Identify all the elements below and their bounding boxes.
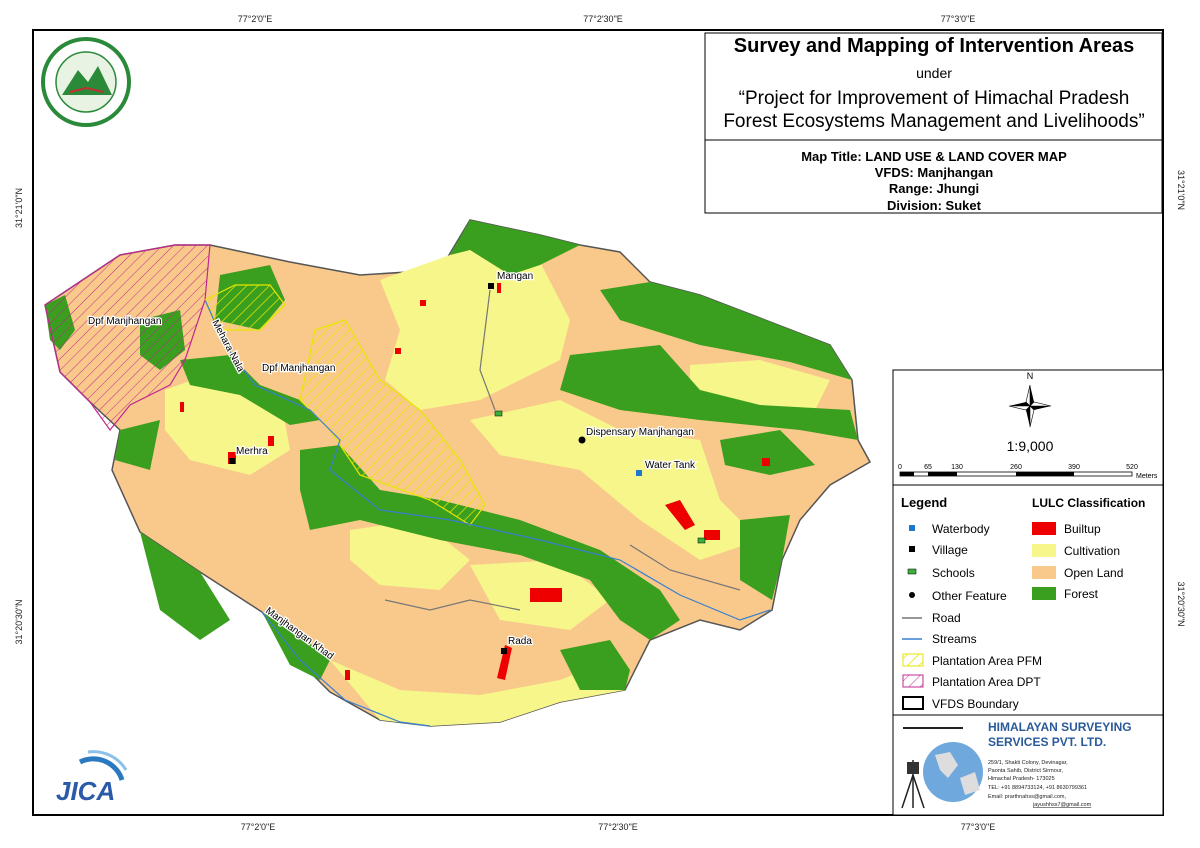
title: Survey and Mapping of Intervention Areas bbox=[734, 35, 1134, 57]
project-line: Forest Ecosystems Management and Livelih… bbox=[723, 111, 1144, 132]
scale-tick: 0 bbox=[898, 464, 902, 471]
lulc-item: Builtup bbox=[1064, 522, 1101, 536]
place-label: Mangan bbox=[497, 271, 533, 282]
place-label: Water Tank bbox=[645, 460, 696, 471]
scale-tick: 520 bbox=[1126, 464, 1138, 471]
info-box bbox=[704, 139, 1163, 214]
company-address: Paonta Sahib, District Sirmour, bbox=[988, 768, 1063, 774]
coordinate: 77°2'0"E bbox=[241, 822, 276, 832]
scale-bar bbox=[899, 471, 1133, 477]
scale-box bbox=[892, 369, 1164, 486]
legend-box bbox=[892, 484, 1164, 716]
legend-item: Waterbody bbox=[932, 522, 990, 536]
range: Range: Jhungi bbox=[889, 181, 979, 196]
legend-item: Road bbox=[932, 611, 961, 625]
scale-tick: 260 bbox=[1010, 464, 1022, 471]
lulc-item: Cultivation bbox=[1064, 544, 1120, 558]
coordinate: 77°2'30"E bbox=[598, 822, 638, 832]
legend-item: Plantation Area DPT bbox=[932, 675, 1041, 689]
coordinate: 31°20'30"N bbox=[14, 599, 24, 644]
forest-logo bbox=[41, 37, 131, 127]
map-area bbox=[44, 219, 872, 727]
company-email: jayushhss7@gmail.com bbox=[1032, 802, 1092, 808]
company-address: Email: prarthnahss@gmail.com, bbox=[988, 794, 1066, 800]
scale-unit: Meters bbox=[1136, 473, 1158, 480]
scale-tick: 65 bbox=[924, 464, 932, 471]
legend-item: VFDS Boundary bbox=[932, 697, 1019, 711]
legend-item: Other Feature bbox=[932, 589, 1007, 603]
legend-title: LULC Classification bbox=[1032, 496, 1145, 510]
subtitle: under bbox=[916, 65, 952, 81]
coordinate: 31°20'30"N bbox=[1176, 581, 1186, 626]
company-name: SERVICES PVT. LTD. bbox=[988, 735, 1106, 749]
coordinate: 77°2'30"E bbox=[583, 14, 623, 24]
lulc-item: Open Land bbox=[1064, 566, 1123, 580]
title-box bbox=[704, 32, 1163, 141]
project-line: “Project for Improvement of Himachal Pra… bbox=[739, 88, 1130, 109]
coordinate: 31°21'0"N bbox=[1176, 170, 1186, 210]
scale-tick: 130 bbox=[951, 464, 963, 471]
division: Division: Suket bbox=[887, 198, 982, 213]
legend-item: Village bbox=[932, 543, 968, 557]
coordinate: 77°3'0"E bbox=[941, 14, 976, 24]
place-label: Rada bbox=[508, 636, 532, 647]
lulc-item: Forest bbox=[1064, 587, 1099, 601]
place-label: Dpf Manjhangan bbox=[262, 363, 335, 374]
legend-item: Streams bbox=[932, 632, 977, 646]
scale-tick: 390 bbox=[1068, 464, 1080, 471]
legend-item: Plantation Area PFM bbox=[932, 654, 1042, 668]
place-label: Dispensary Manjhangan bbox=[586, 427, 694, 438]
place-label: Dpf Manjhangan bbox=[88, 316, 161, 327]
legend-title: Legend bbox=[901, 495, 947, 510]
place-label: Merhra bbox=[236, 446, 268, 457]
north-arrow bbox=[1008, 384, 1052, 428]
coordinate: 31°21'0"N bbox=[14, 188, 24, 228]
company-address: Himachal Pradesh- 173025 bbox=[988, 776, 1055, 782]
north-label: N bbox=[1027, 371, 1034, 381]
jica-text: JICA bbox=[56, 776, 115, 806]
company-address: TEL: +91 8894733124, +91 8630799361 bbox=[988, 785, 1087, 791]
coordinate: 77°2'0"E bbox=[238, 14, 273, 24]
company-logo bbox=[901, 727, 983, 809]
jica-logo bbox=[78, 750, 128, 781]
vfds: VFDS: Manjhangan bbox=[875, 165, 994, 180]
coordinate: 77°3'0"E bbox=[961, 822, 996, 832]
legend-item: Schools bbox=[932, 566, 975, 580]
map-title: Map Title: LAND USE & LAND COVER MAP bbox=[801, 149, 1067, 164]
legend-symbols bbox=[902, 522, 1056, 710]
scale-ratio: 1:9,000 bbox=[1007, 438, 1054, 454]
company-address: 259/1, Shakti Colony, Devinagar, bbox=[988, 760, 1068, 766]
company-name: HIMALAYAN SURVEYING bbox=[988, 720, 1132, 734]
